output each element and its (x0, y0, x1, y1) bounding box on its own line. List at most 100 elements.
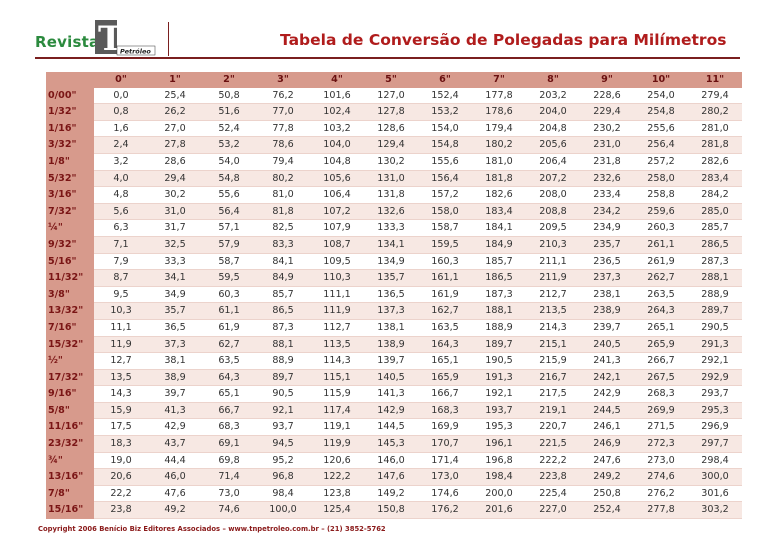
table-cell: 138,1 (364, 319, 418, 337)
row-label: ¾" (46, 452, 94, 469)
table-cell: 10,3 (94, 302, 148, 320)
table-cell: 164,3 (418, 336, 472, 354)
table-cell: 297,7 (688, 435, 742, 453)
table-cell: 292,9 (688, 369, 742, 387)
table-cell: 170,7 (418, 435, 472, 453)
table-cell: 59,5 (202, 269, 256, 287)
table-row: 3/32" 2,4 27,8 53,2 78,6 104,0 129,4 154,8 180,2… (46, 136, 742, 154)
table-cell: 286,5 (688, 236, 742, 254)
table-cell: 288,9 (688, 286, 742, 304)
table-cell: 108,7 (310, 236, 364, 254)
table-cell: 125,4 (310, 501, 364, 520)
table-cell: 206,4 (526, 153, 580, 171)
table-cell: 152,4 (418, 87, 472, 105)
table-cell: 29,4 (148, 170, 202, 188)
row-label: 0/00" (46, 87, 94, 104)
table-cell: 242,1 (580, 369, 634, 387)
table-cell: 160,3 (418, 253, 472, 271)
table-cell: 39,7 (148, 385, 202, 403)
table-cell: 186,5 (472, 269, 526, 287)
table-cell: 267,5 (634, 369, 688, 387)
column-header: 8" (526, 72, 580, 88)
table-row: 13/16" 20,6 46,0 71,4 96,8 122,2 147,6 173,0 198… (46, 468, 742, 486)
table-cell: 68,3 (202, 418, 256, 437)
table-cell: 188,1 (472, 302, 526, 320)
table-cell: 9,5 (94, 286, 148, 304)
table-row: ¼" 6,3 31,7 57,1 82,5 107,9 133,3 158,7 184,1 209… (46, 219, 742, 237)
table-cell: 17,5 (94, 418, 148, 437)
table-cell: 2,4 (94, 136, 148, 154)
table-cell: 258,8 (634, 186, 688, 204)
table-cell: 110,3 (310, 269, 364, 287)
table-cell: 73,0 (202, 485, 256, 503)
table-cell: 88,9 (256, 352, 310, 370)
table-cell: 281,0 (688, 120, 742, 138)
table-cell: 57,1 (202, 219, 256, 237)
table-cell: 161,9 (418, 286, 472, 304)
table-cell: 298,4 (688, 452, 742, 470)
logo-subtitle: Petróleo (120, 48, 151, 56)
table-cell: 54,8 (202, 170, 256, 188)
table-row: ½" 12,7 38,1 63,5 88,9 114,3 139,7 165,1 190,5 21… (46, 352, 742, 370)
table-row: 13/32" 10,3 35,7 61,1 86,5 111,9 137,3 162,7 188… (46, 302, 742, 320)
table-cell: 223,8 (526, 468, 580, 486)
table-cell: 132,6 (364, 203, 418, 221)
table-cell: 222,2 (526, 452, 580, 470)
table-cell: 159,5 (418, 236, 472, 254)
table-cell: 158,7 (418, 219, 472, 237)
table-row: 11/32" 8,7 34,1 59,5 84,9 110,3 135,7 161,1 186,… (46, 269, 742, 287)
table-cell: 296,9 (688, 418, 742, 437)
table-cell: 44,4 (148, 452, 202, 470)
table-cell: 104,0 (310, 136, 364, 154)
table-cell: 115,1 (310, 369, 364, 387)
table-row: 15/32" 11,9 37,3 62,7 88,1 113,5 138,9 164,3 189… (46, 336, 742, 354)
table-cell: 247,6 (580, 452, 634, 470)
table-cell: 258,0 (634, 170, 688, 188)
table-cell: 13,5 (94, 369, 148, 387)
table-cell: 114,3 (310, 352, 364, 370)
table-cell: 107,2 (310, 203, 364, 221)
table-cell: 198,4 (472, 468, 526, 486)
table-cell: 1,6 (94, 120, 148, 138)
table-cell: 136,5 (364, 286, 418, 304)
column-header: 5" (364, 72, 418, 88)
table-cell: 19,0 (94, 452, 148, 470)
table-cell: 94,5 (256, 435, 310, 453)
table-cell: 154,8 (418, 136, 472, 154)
table-cell: 25,4 (148, 87, 202, 105)
column-header: 4" (310, 72, 364, 88)
table-cell: 0,8 (94, 103, 148, 121)
table-row: 0/00" 0,0 25,4 50,8 76,2 101,6 127,0 152,4 177,8… (46, 87, 742, 105)
table-cell: 131,8 (364, 186, 418, 204)
table-cell: 233,4 (580, 186, 634, 204)
table-cell: 272,3 (634, 435, 688, 453)
row-label: 1/32" (46, 103, 94, 121)
table-cell: 183,4 (472, 203, 526, 221)
table-cell: 46,0 (148, 468, 202, 486)
table-cell: 65,1 (202, 385, 256, 403)
table-cell: 140,5 (364, 369, 418, 387)
table-cell: 100,0 (256, 501, 310, 520)
row-label: 1/8" (46, 153, 94, 171)
table-cell: 241,3 (580, 352, 634, 370)
table-cell: 285,7 (688, 219, 742, 237)
table-cell: 154,0 (418, 120, 472, 138)
table-cell: 26,2 (148, 103, 202, 121)
table-cell: 83,3 (256, 236, 310, 254)
table-cell: 171,4 (418, 452, 472, 470)
table-cell: 56,4 (202, 203, 256, 221)
table-cell: 12,7 (94, 352, 148, 370)
table-cell: 89,7 (256, 369, 310, 387)
table-cell: 220,7 (526, 418, 580, 437)
table-cell: 254,8 (634, 103, 688, 121)
table-cell: 134,9 (364, 253, 418, 271)
table-cell: 35,7 (148, 302, 202, 320)
table-cell: 105,6 (310, 170, 364, 188)
row-label: 3/8" (46, 286, 94, 303)
table-cell: 92,1 (256, 402, 310, 420)
table-cell: 150,8 (364, 501, 418, 520)
table-cell: 18,3 (94, 435, 148, 453)
table-cell: 101,6 (310, 87, 364, 105)
table-cell: 71,4 (202, 468, 256, 486)
table-cell: 184,9 (472, 236, 526, 254)
